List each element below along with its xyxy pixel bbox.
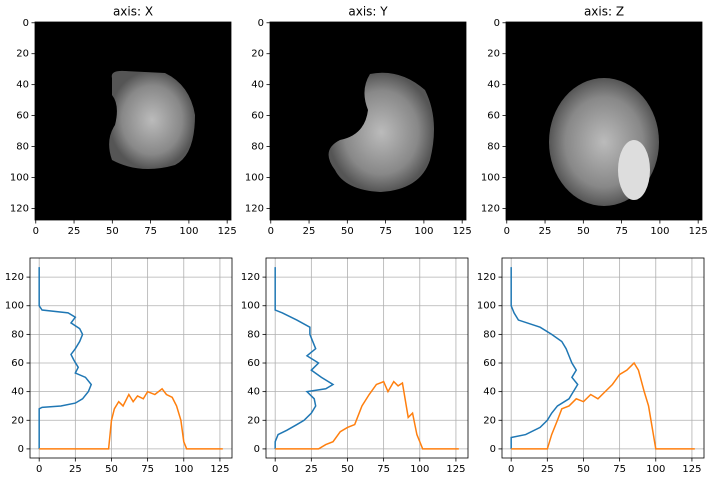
x-tick-label: 25 bbox=[541, 464, 554, 475]
y-tick-label: 40 bbox=[487, 80, 500, 91]
x-tick-label: 0 bbox=[272, 464, 278, 475]
y-tick-label: 40 bbox=[11, 387, 24, 398]
x-tick-label: 50 bbox=[341, 464, 354, 475]
y-tick-label: 20 bbox=[483, 415, 496, 426]
x-tick-label: 100 bbox=[410, 464, 429, 475]
axes-frame bbox=[34, 21, 232, 221]
y-tick-label: 120 bbox=[245, 203, 264, 214]
x-tick-label: 0 bbox=[36, 464, 42, 475]
x-tick-label: 0 bbox=[268, 226, 274, 237]
y-tick-label: 0 bbox=[490, 444, 496, 455]
y-tick-label: 120 bbox=[477, 272, 496, 283]
y-tick-label: 100 bbox=[245, 172, 264, 183]
y-tick-label: 0 bbox=[494, 18, 500, 29]
chart-title: axis: Y bbox=[348, 5, 388, 19]
axes-frame bbox=[265, 257, 469, 459]
y-tick-label: 20 bbox=[251, 49, 264, 60]
x-tick-label: 25 bbox=[539, 226, 552, 237]
chart-title: axis: X bbox=[113, 5, 153, 19]
line-series bbox=[275, 380, 459, 450]
x-tick-label: 100 bbox=[174, 464, 193, 475]
x-tick-label: 100 bbox=[650, 226, 669, 237]
line-series bbox=[511, 361, 695, 450]
x-tick-label: 50 bbox=[105, 464, 118, 475]
x-tick-label: 125 bbox=[218, 226, 237, 237]
y-tick-label: 80 bbox=[251, 142, 264, 153]
line-series bbox=[38, 267, 93, 449]
x-tick-label: 100 bbox=[179, 226, 198, 237]
y-tick-label: 40 bbox=[16, 80, 29, 91]
line-series bbox=[510, 267, 579, 449]
y-tick-label: 40 bbox=[483, 387, 496, 398]
y-tick-label: 20 bbox=[487, 49, 500, 60]
y-tick-label: 100 bbox=[481, 172, 500, 183]
axes-frame bbox=[29, 257, 233, 459]
y-tick-label: 40 bbox=[251, 80, 264, 91]
y-tick-label: 60 bbox=[487, 111, 500, 122]
y-tick-label: 80 bbox=[483, 329, 496, 340]
y-tick-label: 60 bbox=[16, 111, 29, 122]
x-tick-label: 75 bbox=[379, 226, 392, 237]
x-tick-label: 125 bbox=[446, 464, 465, 475]
x-tick-label: 25 bbox=[305, 464, 318, 475]
x-tick-label: 0 bbox=[508, 464, 514, 475]
y-tick-label: 100 bbox=[477, 301, 496, 312]
x-tick-label: 0 bbox=[33, 226, 39, 237]
x-tick-label: 125 bbox=[689, 226, 708, 237]
y-tick-label: 100 bbox=[241, 301, 260, 312]
y-tick-label: 0 bbox=[23, 18, 29, 29]
y-tick-label: 0 bbox=[18, 444, 24, 455]
x-tick-label: 75 bbox=[615, 226, 628, 237]
y-tick-label: 100 bbox=[5, 301, 24, 312]
y-tick-label: 120 bbox=[10, 203, 29, 214]
y-tick-label: 120 bbox=[241, 272, 260, 283]
y-tick-label: 0 bbox=[254, 444, 260, 455]
y-tick-label: 60 bbox=[483, 358, 496, 369]
x-tick-label: 125 bbox=[210, 464, 229, 475]
y-tick-label: 20 bbox=[11, 415, 24, 426]
y-tick-label: 120 bbox=[5, 272, 24, 283]
y-tick-label: 80 bbox=[487, 142, 500, 153]
x-tick-label: 25 bbox=[69, 464, 82, 475]
y-tick-label: 60 bbox=[247, 358, 260, 369]
line-series bbox=[274, 267, 335, 449]
axes-frame bbox=[269, 21, 467, 221]
x-tick-label: 50 bbox=[577, 464, 590, 475]
y-tick-label: 60 bbox=[11, 358, 24, 369]
y-tick-label: 100 bbox=[10, 172, 29, 183]
x-tick-label: 125 bbox=[453, 226, 472, 237]
y-tick-label: 80 bbox=[16, 142, 29, 153]
y-tick-label: 80 bbox=[11, 329, 24, 340]
y-tick-label: 80 bbox=[247, 329, 260, 340]
y-tick-label: 40 bbox=[247, 387, 260, 398]
x-tick-label: 50 bbox=[106, 226, 119, 237]
x-tick-label: 0 bbox=[504, 226, 510, 237]
y-tick-label: 0 bbox=[258, 18, 264, 29]
x-tick-label: 100 bbox=[646, 464, 665, 475]
x-tick-label: 75 bbox=[377, 464, 390, 475]
y-tick-label: 20 bbox=[16, 49, 29, 60]
x-tick-label: 75 bbox=[141, 464, 154, 475]
y-tick-label: 20 bbox=[247, 415, 260, 426]
x-tick-label: 125 bbox=[682, 464, 701, 475]
x-tick-label: 100 bbox=[414, 226, 433, 237]
y-tick-label: 120 bbox=[481, 203, 500, 214]
x-tick-label: 25 bbox=[303, 226, 316, 237]
x-tick-label: 75 bbox=[144, 226, 157, 237]
x-tick-label: 75 bbox=[613, 464, 626, 475]
y-tick-label: 60 bbox=[251, 111, 264, 122]
brain-slices bbox=[109, 70, 659, 206]
x-tick-label: 50 bbox=[577, 226, 590, 237]
x-tick-label: 25 bbox=[68, 226, 81, 237]
x-tick-label: 50 bbox=[341, 226, 354, 237]
line-series bbox=[39, 387, 223, 450]
axes-frame bbox=[505, 21, 703, 221]
axes-frame bbox=[501, 257, 705, 459]
chart-title: axis: Z bbox=[584, 5, 624, 19]
